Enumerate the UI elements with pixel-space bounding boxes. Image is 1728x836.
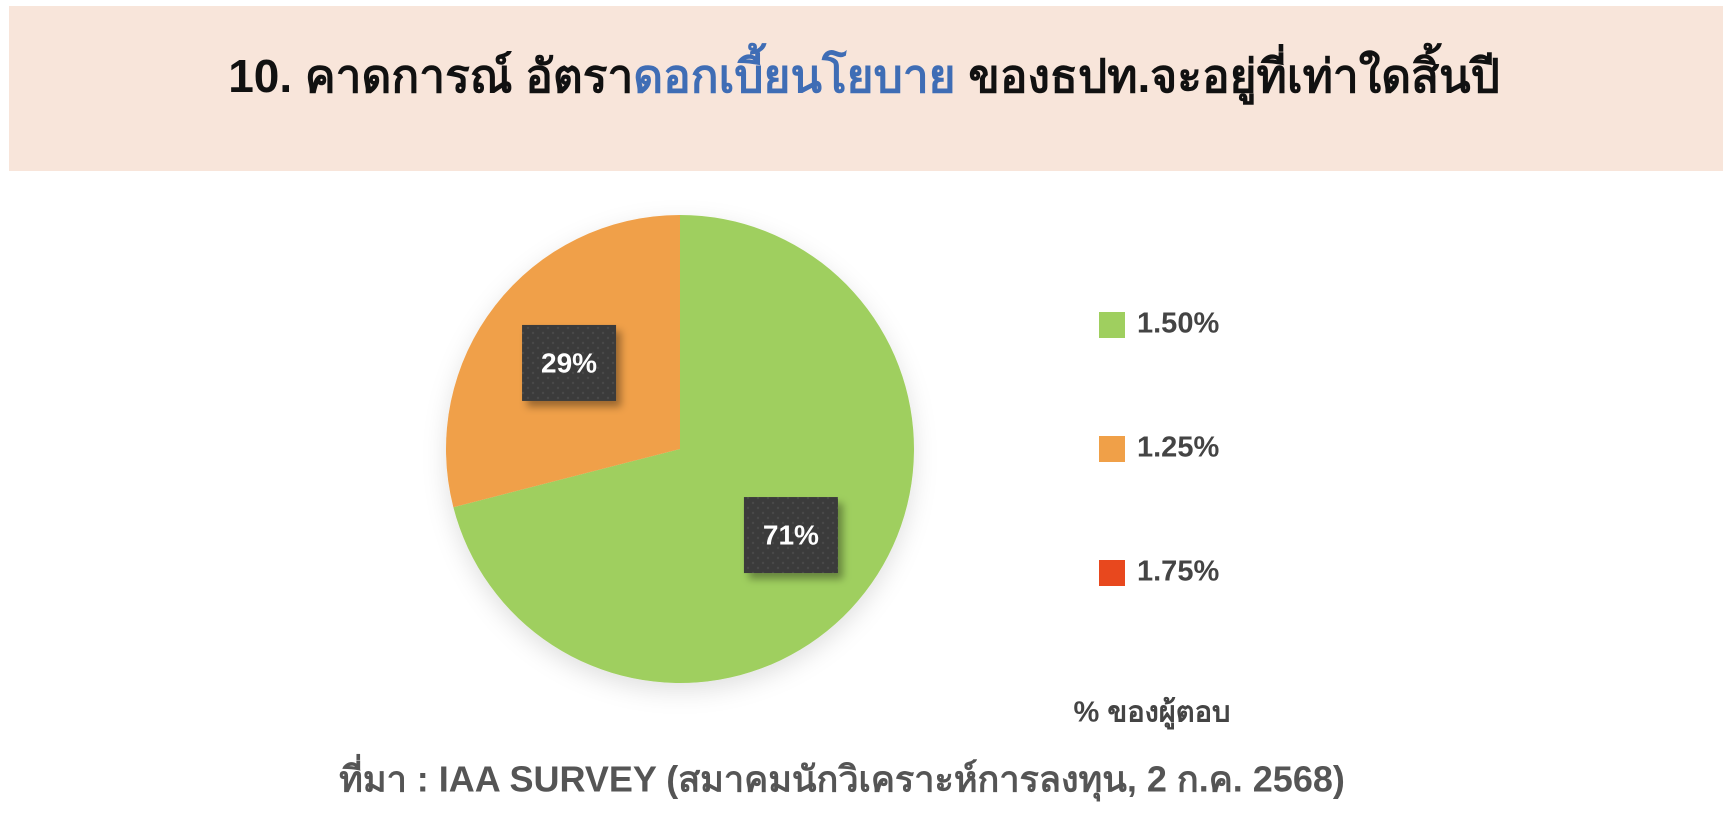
data-label-box	[743, 497, 838, 574]
legend-label: 1.75%	[1137, 556, 1219, 588]
title-part: ของธปท.จะอยู่ที่เท่าใดสิ้นปี	[956, 42, 1500, 105]
data-label: 29%	[541, 347, 597, 378]
legend-label: 1.25%	[1137, 432, 1219, 464]
source: ที่มา : IAA SURVEY (สมาคมนักวิเคราะห์การ…	[339, 754, 1345, 803]
legend-label: 1.50%	[1137, 308, 1219, 340]
note: % ของผู้ตอบ	[1074, 697, 1231, 730]
chart-title: 10. คาดการณ์ อัตราดอกเบี้ยนโยบาย ของธปท.…	[228, 42, 1500, 105]
data-label: 71%	[763, 519, 819, 550]
data-label-box	[522, 324, 617, 401]
header-band	[9, 6, 1723, 171]
legend-swatch	[1099, 312, 1125, 338]
legend-swatch	[1099, 436, 1125, 462]
title-part: ดอกเบี้ยนโยบาย	[633, 42, 955, 102]
title-part: 10. คาดการณ์ อัตรา	[228, 50, 633, 102]
legend-swatch	[1099, 560, 1125, 586]
pie	[446, 215, 914, 683]
